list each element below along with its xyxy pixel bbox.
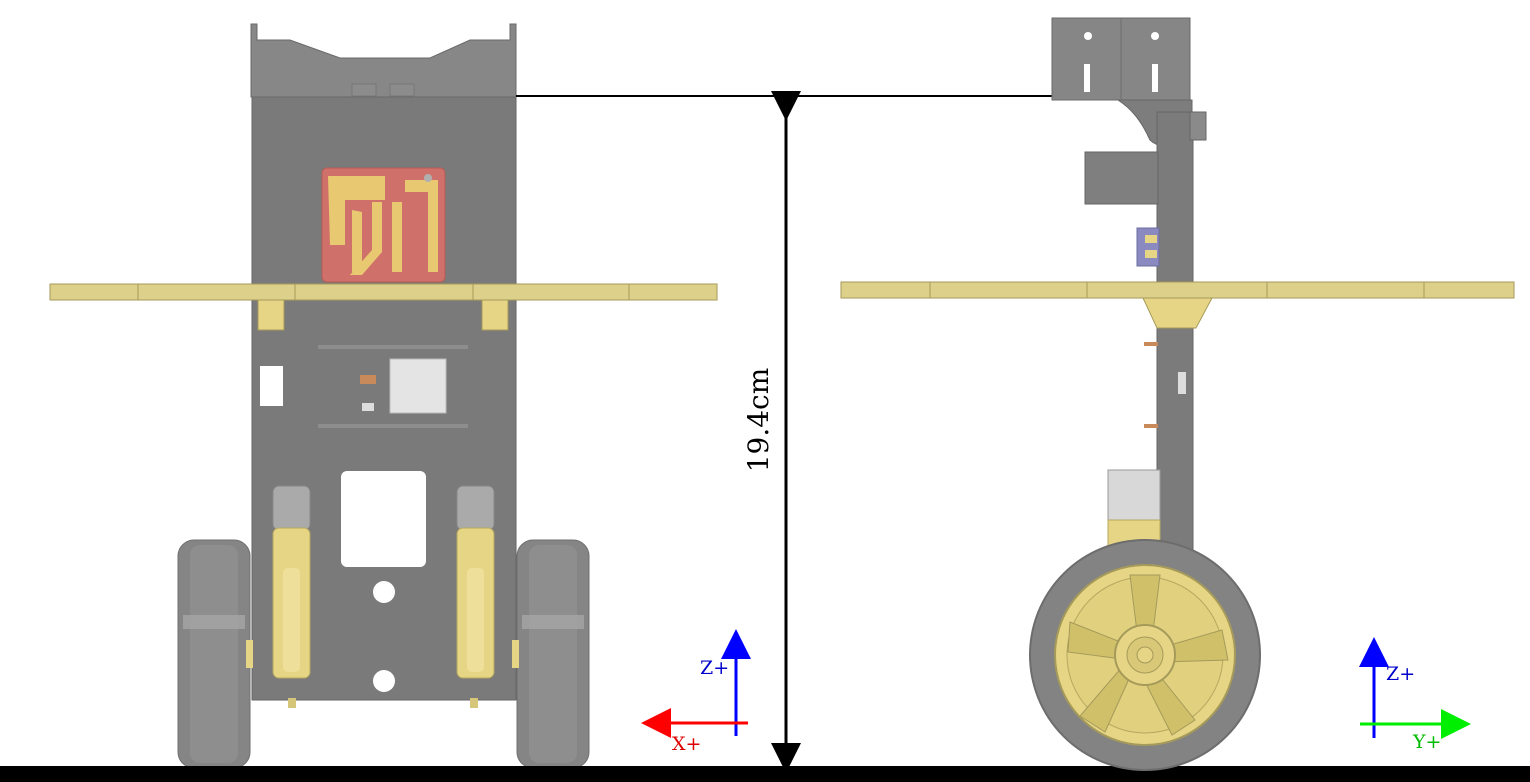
front-right-wheel [516,539,590,769]
side-column-bracket [1189,111,1207,141]
side-view [840,17,1515,771]
front-pcb [321,167,446,283]
front-axle-left [246,640,253,668]
side-connector [1136,227,1160,267]
side-clip [1178,372,1186,394]
side-z-label: Z+ [1386,663,1415,685]
side-motor [1107,469,1161,551]
height-dimension: 19.4cm [516,91,1052,773]
ground-line [0,766,1530,782]
front-left-motor [272,485,311,679]
height-label: 19.4cm [742,368,775,473]
side-tab-1 [1144,342,1158,346]
front-z-label: Z+ [700,657,729,679]
front-controller-module [318,345,468,428]
side-axes: Z+ Y+ [1359,637,1471,753]
side-tab-2 [1144,424,1158,428]
front-right-motor [456,485,495,679]
side-y-label: Y+ [1412,731,1441,753]
side-plate [840,281,1515,329]
front-plate [49,283,718,331]
side-battery-box [1084,151,1159,205]
front-axle-right [512,640,519,668]
side-wheel [1029,539,1261,771]
front-view [49,23,718,769]
front-axes: Z+ X+ [641,629,751,755]
front-x-label: X+ [672,733,701,755]
front-left-wheel [177,539,251,769]
